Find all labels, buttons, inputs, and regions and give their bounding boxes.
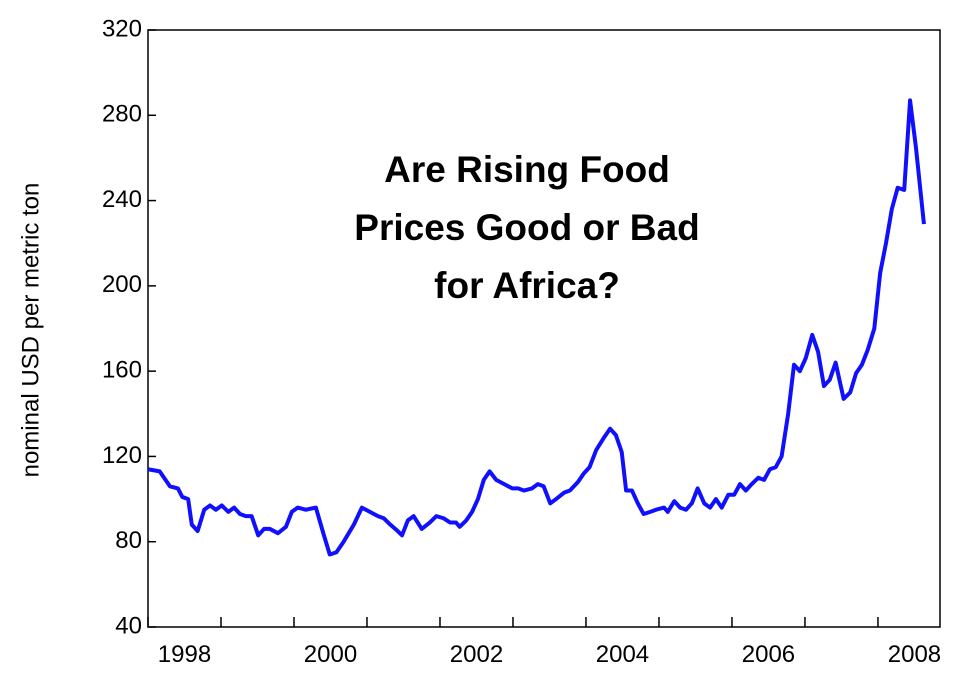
x-tick-label: 2006 bbox=[742, 641, 795, 668]
data-line bbox=[147, 98, 926, 557]
chart-title: Prices Good or Bad bbox=[354, 207, 699, 248]
plot-frame bbox=[147, 29, 941, 628]
y-tick-label: 280 bbox=[102, 101, 142, 128]
y-tick-label: 80 bbox=[115, 527, 142, 554]
x-tick-label: 2004 bbox=[596, 641, 649, 668]
x-tick-label: 2000 bbox=[304, 641, 357, 668]
y-tick-label: 120 bbox=[102, 442, 142, 469]
y-tick-label: 40 bbox=[115, 612, 142, 639]
x-tick-label: 2008 bbox=[888, 641, 941, 668]
chart-title: Are Rising Food bbox=[384, 149, 670, 190]
chart-title: for Africa? bbox=[434, 265, 620, 306]
y-tick-label: 240 bbox=[102, 186, 142, 213]
x-tick-label: 2002 bbox=[450, 641, 503, 668]
y-axis-label: nominal USD per metric ton bbox=[17, 183, 44, 478]
y-tick-label: 320 bbox=[102, 15, 142, 42]
y-tick-label: 160 bbox=[102, 356, 142, 383]
y-tick-label: 200 bbox=[102, 271, 142, 298]
x-tick-label: 1998 bbox=[158, 641, 211, 668]
